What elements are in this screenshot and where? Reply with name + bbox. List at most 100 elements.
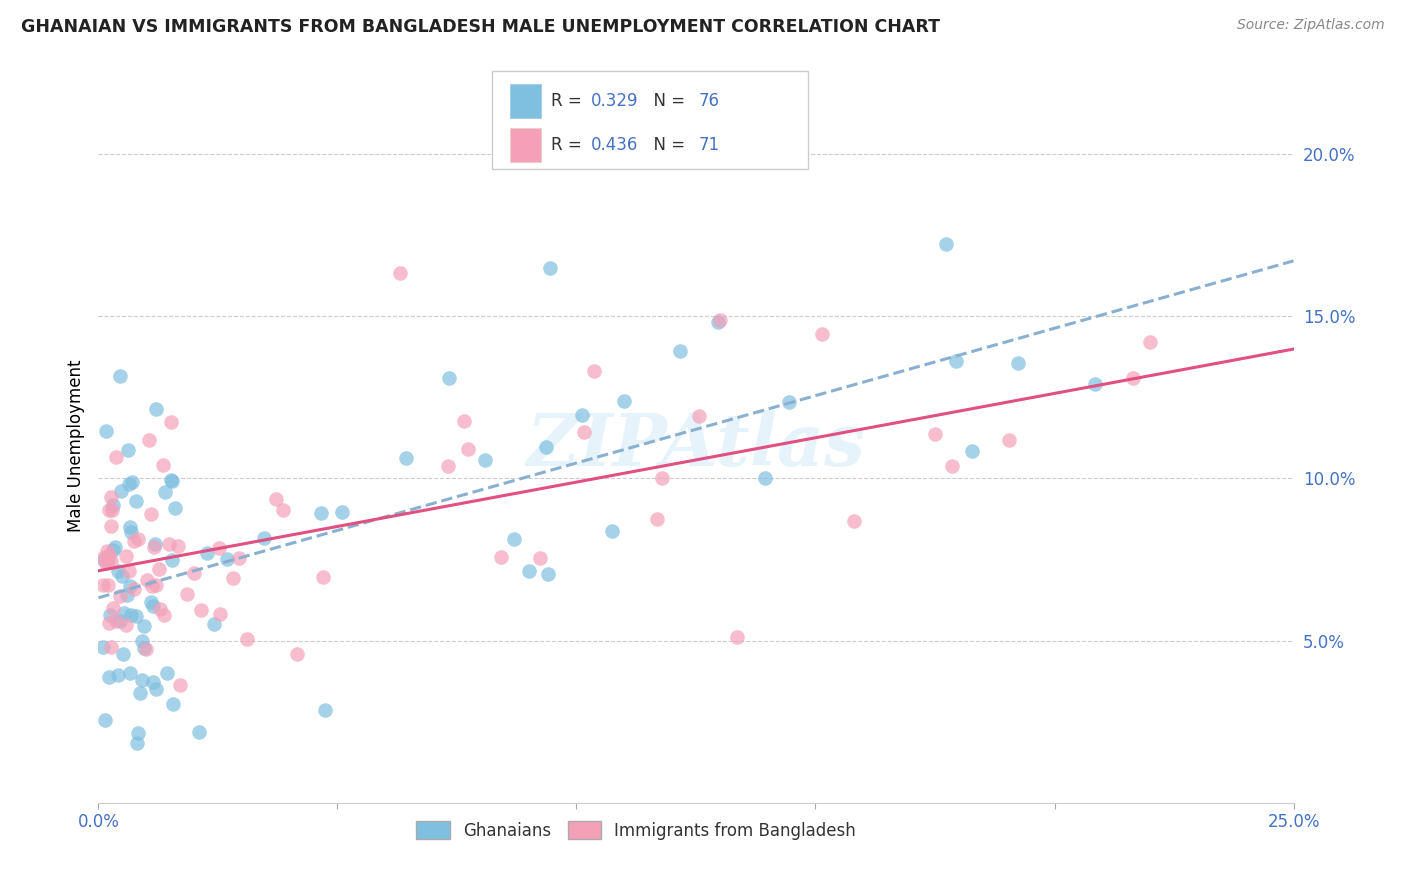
Point bbox=[115, 588, 138, 602]
Point bbox=[97, 554, 120, 568]
Point bbox=[93, 553, 115, 567]
Text: 71: 71 bbox=[699, 136, 720, 154]
Point bbox=[583, 364, 606, 378]
Point bbox=[537, 567, 560, 582]
Point bbox=[107, 668, 129, 682]
Point bbox=[108, 589, 131, 603]
Point bbox=[105, 450, 128, 465]
Point bbox=[101, 543, 124, 558]
Point bbox=[253, 531, 276, 545]
Point bbox=[388, 266, 411, 280]
Point bbox=[311, 506, 333, 520]
Point bbox=[312, 570, 335, 584]
Point bbox=[159, 415, 181, 429]
Point bbox=[145, 578, 167, 592]
Point bbox=[117, 443, 139, 458]
Point bbox=[127, 532, 149, 546]
Point bbox=[165, 501, 187, 516]
Point bbox=[97, 548, 120, 562]
Point bbox=[152, 458, 174, 472]
Point bbox=[285, 647, 308, 661]
Point bbox=[437, 371, 460, 385]
Text: ZIPAtlas: ZIPAtlas bbox=[527, 410, 865, 482]
Point bbox=[96, 556, 118, 570]
Point bbox=[98, 616, 121, 631]
Point bbox=[474, 452, 496, 467]
Point bbox=[162, 474, 184, 488]
Point bbox=[114, 618, 136, 632]
Point bbox=[235, 632, 257, 646]
Text: R =: R = bbox=[551, 92, 588, 110]
Point bbox=[945, 354, 967, 368]
Point bbox=[187, 725, 209, 739]
Point bbox=[115, 549, 138, 564]
Point bbox=[162, 698, 184, 712]
Point bbox=[132, 619, 155, 633]
Point bbox=[195, 546, 218, 560]
Point bbox=[121, 475, 143, 490]
Point bbox=[100, 554, 122, 568]
Point bbox=[228, 550, 250, 565]
Legend: Ghanaians, Immigrants from Bangladesh: Ghanaians, Immigrants from Bangladesh bbox=[408, 814, 865, 848]
Point bbox=[153, 484, 176, 499]
Point bbox=[157, 537, 180, 551]
Point bbox=[134, 641, 156, 656]
Point bbox=[941, 459, 963, 474]
Point bbox=[143, 537, 166, 551]
Point bbox=[183, 566, 205, 581]
Point bbox=[118, 476, 141, 491]
Point bbox=[118, 564, 141, 578]
Text: 0.329: 0.329 bbox=[591, 92, 638, 110]
Point bbox=[120, 579, 142, 593]
Point bbox=[160, 474, 183, 488]
Point bbox=[222, 571, 245, 585]
Point bbox=[122, 533, 145, 548]
Point bbox=[754, 471, 776, 485]
Point bbox=[125, 493, 148, 508]
Point bbox=[330, 505, 353, 519]
Point bbox=[314, 703, 336, 717]
Point bbox=[98, 670, 121, 684]
Point bbox=[100, 491, 122, 505]
Point bbox=[167, 539, 190, 553]
Point bbox=[517, 564, 540, 578]
Point bbox=[103, 601, 125, 615]
Point bbox=[844, 514, 866, 528]
Point bbox=[91, 640, 114, 654]
Point bbox=[97, 578, 120, 592]
Text: GHANAIAN VS IMMIGRANTS FROM BANGLADESH MALE UNEMPLOYMENT CORRELATION CHART: GHANAIAN VS IMMIGRANTS FROM BANGLADESH M… bbox=[21, 18, 941, 36]
Point bbox=[395, 451, 418, 466]
Point bbox=[529, 550, 551, 565]
Point bbox=[688, 409, 710, 424]
Point bbox=[111, 569, 134, 583]
Point bbox=[169, 678, 191, 692]
Point bbox=[160, 553, 183, 567]
Point bbox=[668, 344, 690, 359]
Point bbox=[111, 647, 134, 661]
Point bbox=[613, 394, 636, 409]
Text: N =: N = bbox=[643, 92, 690, 110]
Point bbox=[208, 607, 231, 621]
Point bbox=[709, 313, 731, 327]
Point bbox=[215, 551, 238, 566]
Text: 0.436: 0.436 bbox=[591, 136, 638, 154]
Point bbox=[1139, 334, 1161, 349]
Point bbox=[148, 562, 170, 576]
Point bbox=[129, 686, 152, 700]
Point bbox=[138, 434, 160, 448]
Point bbox=[91, 578, 114, 592]
Point bbox=[131, 634, 153, 648]
Point bbox=[100, 519, 122, 533]
Point bbox=[141, 595, 163, 609]
Point bbox=[778, 394, 800, 409]
Point bbox=[208, 541, 231, 556]
Point bbox=[127, 726, 149, 740]
Point bbox=[960, 444, 983, 458]
Point bbox=[127, 736, 149, 750]
Point bbox=[107, 564, 129, 578]
Point bbox=[571, 409, 593, 423]
Point bbox=[437, 459, 460, 474]
Point bbox=[145, 681, 167, 696]
Point bbox=[104, 615, 127, 629]
Point bbox=[103, 498, 125, 512]
